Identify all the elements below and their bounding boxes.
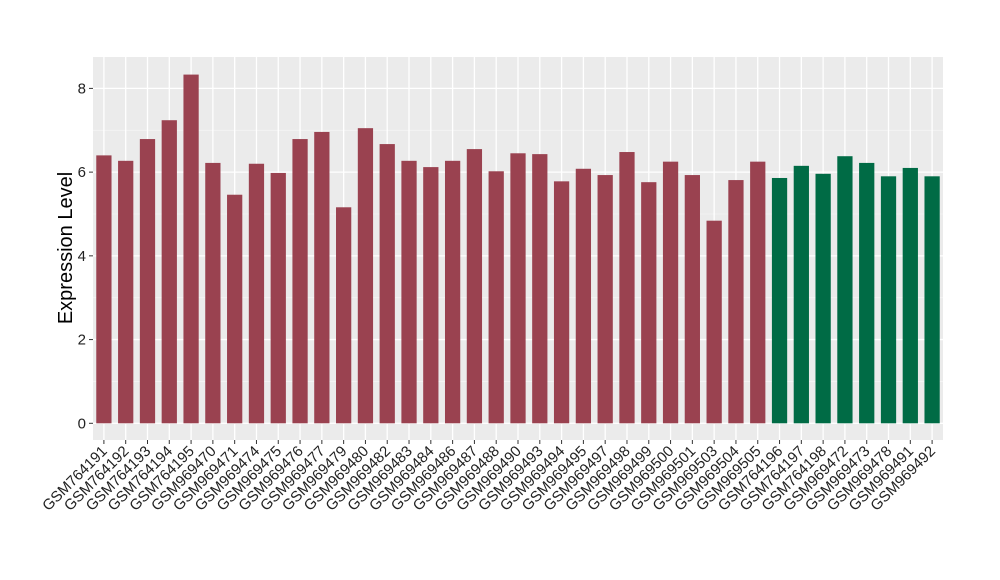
bar-GSM969474 [248, 163, 265, 424]
bar-GSM969501 [684, 175, 700, 424]
y-tick-label: 0 [78, 415, 86, 432]
bar-GSM969498 [619, 152, 635, 424]
bar-GSM969472 [837, 156, 853, 424]
y-axis-title: Expression Level [55, 172, 77, 324]
y-tick-label: 4 [78, 248, 86, 265]
bar-GSM969476 [292, 139, 308, 424]
x-axis: GSM764191GSM764192GSM764193GSM764194GSM7… [39, 440, 939, 514]
bar-GSM969490 [510, 153, 526, 424]
y-tick-label: 6 [78, 164, 86, 181]
bar-GSM969484 [423, 167, 439, 424]
bar-GSM969497 [597, 175, 613, 424]
y-tick-label: 8 [78, 80, 86, 97]
bar-GSM969470 [205, 162, 221, 424]
bar-GSM969480 [357, 128, 374, 424]
bar-GSM764191 [96, 155, 112, 424]
bar-GSM969478 [880, 176, 897, 424]
bar-GSM764197 [793, 165, 809, 424]
bar-GSM969495 [575, 168, 592, 424]
bar-GSM969479 [336, 207, 352, 424]
bar-GSM969483 [401, 160, 417, 424]
bar-GSM969504 [728, 180, 744, 424]
y-tick-label: 2 [78, 332, 86, 349]
bar-GSM969492 [924, 176, 940, 424]
bar-GSM969494 [553, 181, 570, 424]
bar-GSM764195 [183, 74, 199, 424]
bars [96, 74, 940, 424]
bar-GSM969475 [270, 172, 286, 424]
bar-GSM969500 [662, 161, 679, 424]
bar-GSM969473 [859, 162, 875, 424]
bar-GSM969505 [750, 161, 766, 424]
bar-GSM969482 [379, 144, 395, 424]
bar-GSM969471 [227, 194, 243, 424]
bar-GSM969493 [532, 154, 548, 424]
bar-GSM764196 [771, 177, 788, 424]
bar-GSM764193 [139, 139, 156, 424]
bar-GSM969503 [706, 220, 722, 424]
bar-GSM764192 [118, 160, 134, 424]
bar-GSM969491 [902, 167, 918, 424]
bar-GSM969486 [444, 160, 461, 424]
bar-GSM969488 [488, 171, 504, 424]
bar-GSM969487 [466, 149, 483, 424]
y-axis: 0 2 4 6 8 [78, 80, 93, 432]
bar-GSM764198 [815, 173, 831, 424]
bar-GSM969499 [641, 182, 657, 424]
bar-GSM764194 [161, 120, 177, 424]
bar-GSM969477 [314, 131, 330, 424]
